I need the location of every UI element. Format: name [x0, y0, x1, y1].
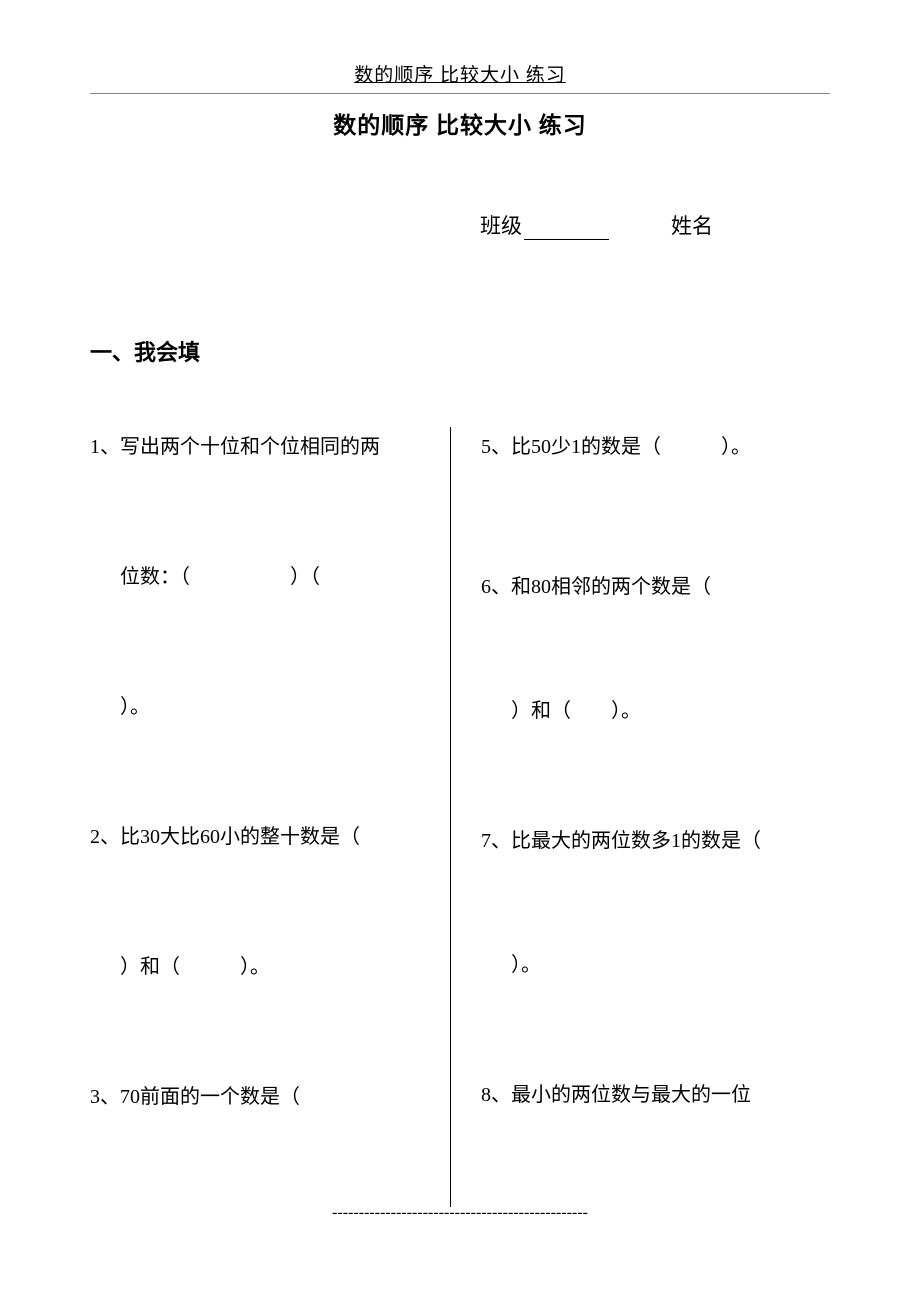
main-title: 数的顺序 比较大小 练习	[90, 106, 830, 140]
question-2: 2、比30大比60小的整十数是（ ）和（ ）。	[90, 817, 430, 987]
q7-line1: 7、比最大的两位数多1的数是（	[481, 821, 800, 861]
question-3: 3、70前面的一个数是（	[90, 1077, 430, 1117]
q6-line1: 6、和80相邻的两个数是（	[481, 567, 800, 607]
header-rule	[90, 93, 830, 94]
q2-line1: 2、比30大比60小的整十数是（	[90, 817, 430, 857]
q1-line1: 1、写出两个十位和个位相同的两	[90, 427, 430, 467]
page: 数的顺序 比较大小 练习 数的顺序 比较大小 练习 班级 姓名 一、我会填 1、写…	[0, 0, 920, 1207]
name-label: 姓名	[671, 214, 713, 238]
q3-line1: 3、70前面的一个数是（	[90, 1077, 430, 1117]
questions-columns: 1、写出两个十位和个位相同的两 位数：（ ）（ ）。 2、比30大比60小的整十…	[90, 427, 830, 1207]
left-column: 1、写出两个十位和个位相同的两 位数：（ ）（ ）。 2、比30大比60小的整十…	[90, 427, 450, 1207]
class-blank[interactable]	[524, 239, 609, 240]
q5-line1: 5、比50少1的数是（ ）。	[481, 427, 800, 467]
question-1: 1、写出两个十位和个位相同的两 位数：（ ）（ ）。	[90, 427, 430, 727]
question-8: 8、最小的两位数与最大的一位	[481, 1075, 800, 1115]
q2-line2: ）和（ ）。	[90, 947, 430, 987]
q7-line2: ）。	[481, 945, 800, 985]
q1-line3: ）。	[90, 687, 430, 727]
section-1-title: 一、我会填	[90, 335, 830, 367]
question-7: 7、比最大的两位数多1的数是（ ）。	[481, 821, 800, 985]
q8-line1: 8、最小的两位数与最大的一位	[481, 1075, 800, 1115]
class-label: 班级	[480, 214, 522, 238]
question-5: 5、比50少1的数是（ ）。	[481, 427, 800, 467]
q1-line2: 位数：（ ）（	[90, 557, 430, 597]
right-column: 5、比50少1的数是（ ）。 6、和80相邻的两个数是（ ）和（ ）。 7、比最…	[450, 427, 800, 1207]
student-info-line: 班级 姓名	[90, 210, 830, 240]
running-header-title: 数的顺序 比较大小 练习	[90, 60, 830, 87]
footer-dashes: ----------------------------------------…	[0, 1204, 920, 1222]
question-6: 6、和80相邻的两个数是（ ）和（ ）。	[481, 567, 800, 731]
q6-line2: ）和（ ）。	[481, 691, 800, 731]
